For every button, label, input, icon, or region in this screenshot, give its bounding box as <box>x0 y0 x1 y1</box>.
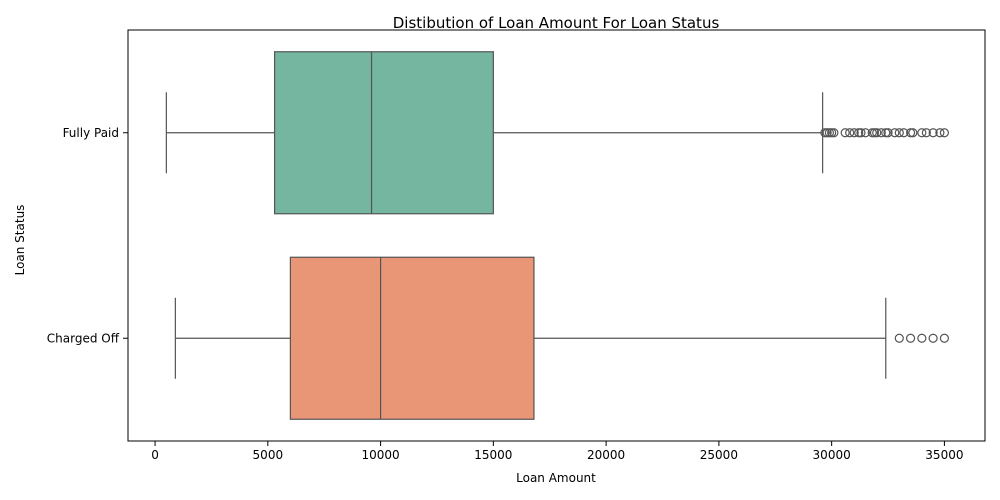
outlier-point <box>894 333 904 343</box>
iqr-box <box>289 256 535 420</box>
plot-area: 0 5000 10000 15000 20000 25000 30000 35000 Fully… <box>47 29 986 462</box>
iqr-box <box>273 51 494 215</box>
outlier-point <box>917 128 927 138</box>
outlier-point <box>860 128 871 138</box>
plot-frame <box>127 29 986 442</box>
outlier-point <box>894 128 904 138</box>
y-axis-label: Loan Status <box>13 205 27 276</box>
outlier-point <box>928 333 938 343</box>
outlier-point <box>876 128 886 138</box>
outlier-point <box>856 128 866 138</box>
outlier-point <box>939 333 950 343</box>
outlier-point <box>935 128 945 138</box>
outlier-point <box>845 128 855 138</box>
x-tick-label: 20000 <box>587 448 625 462</box>
box-group <box>165 51 950 215</box>
outlier-point <box>840 128 850 138</box>
x-tick-label: 5000 <box>253 448 284 462</box>
x-tick-label: 35000 <box>925 448 963 462</box>
x-tick-label: 30000 <box>813 448 851 462</box>
outlier-point <box>917 333 927 343</box>
x-axis-label: Loan Amount <box>516 471 596 485</box>
outlier-point <box>905 333 916 343</box>
outlier-point <box>883 128 893 138</box>
x-tick-label: 10000 <box>361 448 399 462</box>
outlier-point <box>928 128 938 138</box>
outlier-point <box>899 128 909 138</box>
outlier-point <box>872 128 882 138</box>
outlier-point <box>849 128 859 138</box>
outlier-point <box>829 128 839 138</box>
x-tick-label: 25000 <box>700 448 738 462</box>
y-tick-label: Fully Paid <box>63 126 119 140</box>
box-group <box>174 256 950 420</box>
outlier-point <box>939 128 950 138</box>
outlier-point <box>921 128 931 138</box>
outlier-point <box>908 128 918 138</box>
chart-title: Distibution of Loan Amount For Loan Stat… <box>393 14 720 32</box>
x-tick-label: 0 <box>151 448 159 462</box>
y-tick-label: Charged Off <box>47 331 120 345</box>
outlier-point <box>890 128 900 138</box>
x-tick-label: 15000 <box>474 448 512 462</box>
